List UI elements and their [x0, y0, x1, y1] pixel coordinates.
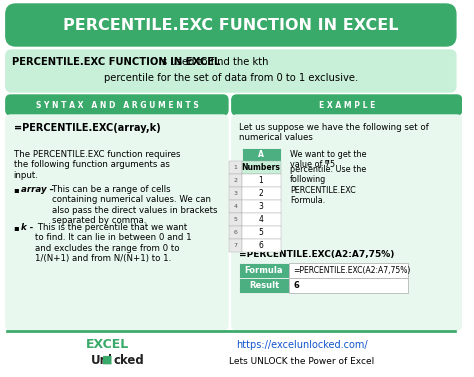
Text: 5: 5: [259, 228, 264, 237]
Bar: [229, 239, 242, 252]
FancyBboxPatch shape: [232, 115, 462, 330]
Bar: [289, 263, 408, 278]
Bar: [238, 263, 289, 278]
Text: EXCEL: EXCEL: [85, 339, 129, 351]
FancyBboxPatch shape: [232, 95, 462, 115]
Bar: [289, 278, 408, 293]
Text: array –: array –: [21, 185, 57, 194]
Text: A: A: [258, 150, 264, 159]
Text: https://excelunlocked.com/: https://excelunlocked.com/: [236, 340, 368, 350]
Bar: [229, 187, 242, 200]
Text: This can be a range of cells
containing numerical values. We can
also pass the d: This can be a range of cells containing …: [52, 185, 217, 225]
Bar: [242, 148, 281, 161]
FancyBboxPatch shape: [6, 50, 456, 92]
Text: Let us suppose we have the following set of
numerical values: Let us suppose we have the following set…: [238, 123, 428, 143]
Text: 7: 7: [233, 243, 237, 248]
Text: E X A M P L E: E X A M P L E: [319, 101, 375, 110]
Bar: [242, 226, 281, 239]
FancyBboxPatch shape: [6, 95, 228, 115]
Text: 5: 5: [233, 217, 237, 222]
Text: 2: 2: [233, 178, 237, 183]
Text: Result: Result: [249, 281, 279, 290]
Text: This is the percentile that we want
to find. It can lie in between 0 and 1
and e: This is the percentile that we want to f…: [35, 223, 191, 263]
Text: =PERCENTILE.EXC(A2:A7,75%): =PERCENTILE.EXC(A2:A7,75%): [238, 250, 394, 259]
Text: ▪: ▪: [14, 185, 19, 194]
Bar: [0, 331, 462, 377]
Bar: [229, 200, 242, 213]
Text: k -: k -: [21, 223, 37, 232]
Text: 1: 1: [259, 176, 264, 185]
Text: Lets UNLOCK the Power of Excel: Lets UNLOCK the Power of Excel: [229, 357, 374, 366]
Bar: [242, 187, 281, 200]
Text: 2: 2: [259, 189, 264, 198]
Bar: [6, 330, 456, 331]
Bar: [238, 278, 289, 293]
Text: is used to find the kth: is used to find the kth: [156, 57, 268, 67]
Text: S Y N T A X   A N D   A R G U M E N T S: S Y N T A X A N D A R G U M E N T S: [36, 101, 198, 110]
Text: ▪: ▪: [14, 223, 19, 232]
FancyBboxPatch shape: [6, 4, 456, 46]
Text: 1: 1: [233, 165, 237, 170]
Text: =PERCENTILE.EXC(A2:A7,75%): =PERCENTILE.EXC(A2:A7,75%): [293, 266, 410, 275]
Text: th: th: [324, 160, 330, 165]
Bar: [229, 226, 242, 239]
Text: Unl: Unl: [91, 354, 113, 366]
Bar: [242, 161, 281, 174]
Bar: [242, 239, 281, 252]
Text: PERCENTILE.EXC FUNCTION IN EXCEL: PERCENTILE.EXC FUNCTION IN EXCEL: [63, 17, 399, 32]
Text: 6: 6: [233, 230, 237, 235]
Text: 3: 3: [259, 202, 264, 211]
Text: =PERCENTILE.EXC(array,k): =PERCENTILE.EXC(array,k): [14, 123, 160, 133]
Text: 4: 4: [233, 204, 237, 209]
Text: PERCENTILE.EXC FUNCTION IN EXCEL: PERCENTILE.EXC FUNCTION IN EXCEL: [12, 57, 220, 67]
Text: percentile for the set of data from 0 to 1 exclusive.: percentile for the set of data from 0 to…: [104, 73, 358, 83]
Text: Formula: Formula: [245, 266, 283, 275]
Text: The PERCENTILE.EXC function requires
the following function arguments as
input.: The PERCENTILE.EXC function requires the…: [14, 150, 180, 180]
Bar: [229, 213, 242, 226]
Bar: [229, 161, 242, 174]
Text: 6: 6: [293, 281, 299, 290]
Text: ■: ■: [102, 355, 112, 365]
Bar: [242, 200, 281, 213]
Text: percentile. Use the
following
PERCENTILE.EXC
Formula.: percentile. Use the following PERCENTILE…: [290, 165, 366, 205]
Bar: [229, 174, 242, 187]
Text: Numbers: Numbers: [242, 163, 281, 172]
FancyBboxPatch shape: [6, 115, 228, 330]
Text: 3: 3: [233, 191, 237, 196]
Text: cked: cked: [114, 354, 145, 366]
Text: 4: 4: [259, 215, 264, 224]
Text: We want to get the
value of 75: We want to get the value of 75: [290, 150, 367, 169]
Text: 6: 6: [259, 241, 264, 250]
Bar: [242, 174, 281, 187]
Bar: [242, 213, 281, 226]
